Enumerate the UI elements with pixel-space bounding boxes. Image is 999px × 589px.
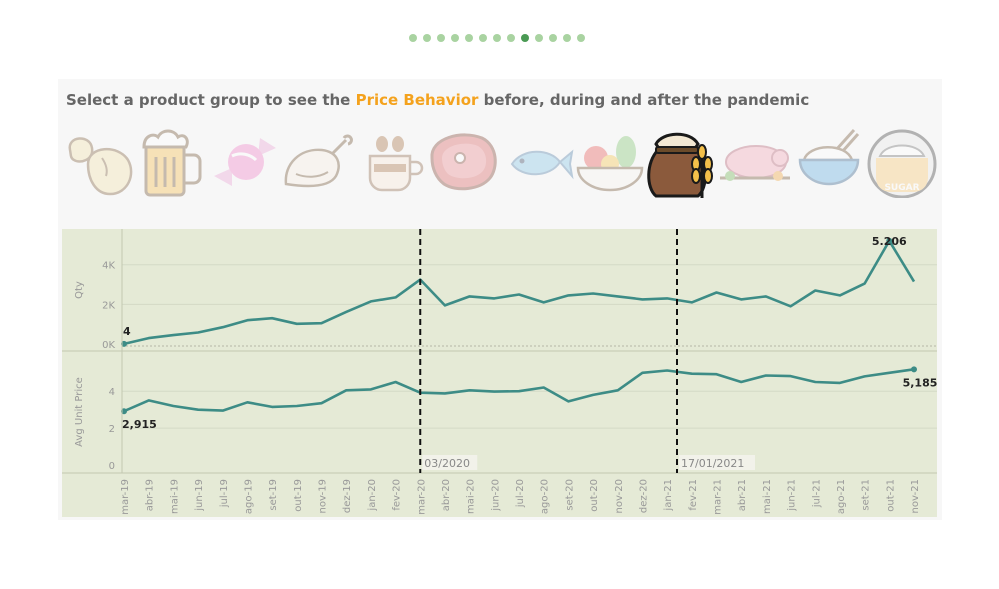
product-meat-button[interactable] (426, 128, 500, 194)
y-tick-label: 2K (102, 300, 115, 311)
x-tick-label: out-20 (589, 479, 600, 512)
y-tick-label: 0 (109, 461, 115, 472)
pager-dots (409, 34, 599, 44)
product-sugar-button[interactable]: SUGAR (866, 128, 938, 198)
sugar-bowl-icon: SUGAR (867, 129, 937, 198)
x-tick-label: jan-21 (663, 479, 674, 512)
product-cereals-button[interactable] (644, 126, 720, 200)
fruit-bowl-icon (576, 136, 644, 192)
pager-dot[interactable] (437, 34, 445, 42)
fish-icon (510, 149, 574, 180)
pager-dot[interactable] (479, 34, 487, 42)
product-poultry-button[interactable] (282, 134, 354, 192)
x-tick-label: out-19 (293, 479, 304, 512)
x-tick-label: dez-20 (638, 479, 649, 513)
x-tick-label: abr-19 (145, 479, 156, 511)
candy-icon (214, 138, 276, 186)
y-axis-title: Avg Unit Price (74, 377, 85, 447)
x-tick-label: dez-19 (342, 479, 353, 513)
data-label: 5,185 (903, 376, 938, 389)
x-tick-label: ago-20 (540, 479, 551, 514)
x-tick-label: jun-19 (194, 479, 205, 512)
page-title: Select a product group to see the Price … (66, 91, 809, 109)
reference-label-background (679, 455, 755, 470)
x-tick-label: out-21 (885, 479, 896, 512)
reference-line-label: 03/2020 (424, 457, 470, 470)
series-line (123, 368, 915, 413)
x-tick-label: mai-19 (169, 479, 180, 514)
beer-mug-icon (142, 129, 202, 197)
data-label: 2,915 (122, 418, 157, 431)
x-tick-label: mar-20 (416, 479, 427, 515)
x-tick-label: nov-21 (910, 479, 921, 513)
x-tick-label: jun-21 (787, 479, 798, 512)
x-tick-label: mai-21 (762, 479, 773, 514)
y-tick-label: 4 (109, 387, 115, 398)
x-tick-label: jul-21 (811, 479, 822, 508)
product-beans-button[interactable] (62, 130, 136, 196)
x-tick-label: ago-21 (836, 479, 847, 514)
x-tick-label: mar-19 (120, 479, 131, 515)
title-prefix: Select a product group to see the (66, 91, 356, 109)
product-beer-button[interactable] (140, 127, 204, 199)
x-tick-label: ago-19 (243, 479, 254, 514)
data-point (911, 366, 917, 373)
x-tick-label: set-21 (861, 479, 872, 511)
y-tick-label: 0K (102, 340, 115, 351)
pager-dot[interactable] (465, 34, 473, 42)
x-tick-label: mar-21 (713, 479, 724, 515)
pager-dot[interactable] (563, 34, 571, 42)
product-fruits-button[interactable] (574, 130, 646, 196)
product-candy-button[interactable] (210, 128, 280, 198)
y-tick-label: 4K (102, 261, 115, 272)
x-tick-label: jan-20 (367, 479, 378, 512)
x-tick-label: jul-20 (515, 479, 526, 508)
roast-pig-icon (720, 145, 790, 181)
title-highlight: Price Behavior (355, 91, 479, 109)
x-axis-band (62, 473, 937, 517)
product-rice-button[interactable] (796, 128, 862, 196)
x-tick-label: nov-19 (318, 479, 329, 513)
pager-dot[interactable] (549, 34, 557, 42)
x-tick-label: jun-20 (490, 479, 501, 512)
steak-icon (430, 133, 497, 191)
coffee-cup-icon (368, 136, 424, 192)
pager-dot[interactable] (535, 34, 543, 42)
reference-line-label: 17/01/2021 (681, 457, 744, 470)
pager-dot[interactable] (493, 34, 501, 42)
product-fish-button[interactable] (506, 144, 576, 184)
title-suffix: before, during and after the pandemic (478, 91, 810, 109)
reference-label-background (422, 455, 478, 470)
pager-dot[interactable] (577, 34, 585, 42)
data-label: 4 (123, 325, 131, 338)
x-tick-label: fev-20 (392, 479, 403, 511)
chicken-icon (284, 134, 353, 188)
x-tick-label: fev-21 (688, 479, 699, 511)
flour-sack-wheat-icon (647, 132, 713, 198)
series-line (123, 239, 916, 346)
x-tick-label: set-19 (268, 479, 279, 511)
pager-dot[interactable] (507, 34, 515, 42)
pager-dot[interactable] (423, 34, 431, 42)
data-label: 5.206 (872, 235, 907, 248)
sugar-label: SUGAR (884, 183, 919, 193)
beans-icon (68, 137, 133, 196)
y-axis-title: Qty (74, 281, 85, 299)
pager-dot[interactable] (409, 34, 417, 42)
data-point (886, 237, 893, 244)
x-tick-label: abr-20 (441, 479, 452, 511)
pager-dot[interactable] (451, 34, 459, 42)
x-tick-label: nov-20 (614, 479, 625, 513)
y-tick-label: 2 (109, 424, 115, 435)
product-coffee-button[interactable] (366, 134, 424, 194)
x-tick-label: jul-19 (219, 479, 230, 508)
rice-bowl-icon (798, 128, 860, 186)
product-pork-button[interactable] (716, 138, 792, 188)
product-group-selector: SUGAR (60, 124, 940, 206)
pager-dot[interactable] (521, 34, 529, 42)
x-tick-label: abr-21 (737, 479, 748, 511)
x-tick-label: set-20 (564, 479, 575, 511)
x-tick-label: mai-20 (466, 479, 477, 514)
